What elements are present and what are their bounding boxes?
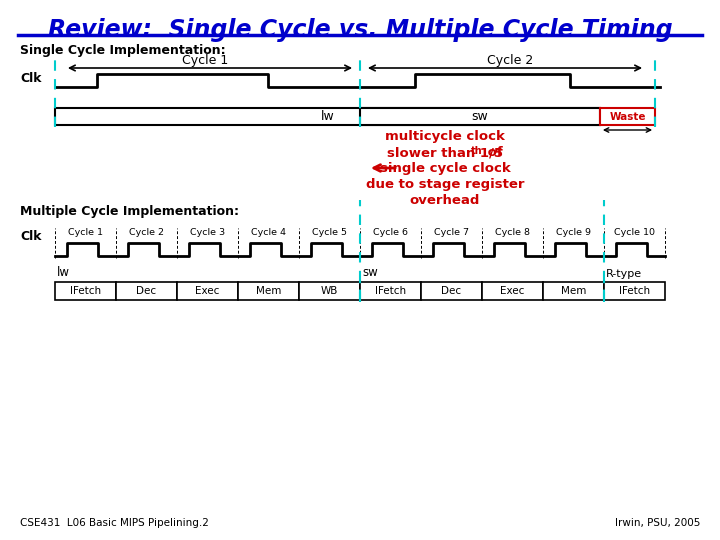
Text: slower than 1/5: slower than 1/5	[387, 146, 503, 159]
Text: Cycle 2: Cycle 2	[487, 54, 533, 67]
Text: Cycle 6: Cycle 6	[373, 228, 408, 237]
Text: due to stage register: due to stage register	[366, 178, 524, 191]
Text: Exec: Exec	[500, 286, 525, 296]
Text: single cycle clock: single cycle clock	[379, 162, 510, 175]
Text: IFetch: IFetch	[70, 286, 101, 296]
Bar	[543, 282, 604, 300]
Text: Dec: Dec	[136, 286, 156, 296]
Text: Review:  Single Cycle vs. Multiple Cycle Timing: Review: Single Cycle vs. Multiple Cycle …	[48, 18, 672, 42]
Text: Single Cycle Implementation:: Single Cycle Implementation:	[20, 44, 225, 57]
Bar	[238, 282, 299, 300]
Bar	[604, 282, 665, 300]
Text: Clk: Clk	[20, 230, 42, 243]
Bar	[600, 108, 655, 125]
Text: lw: lw	[57, 266, 70, 279]
Text: IFetch: IFetch	[619, 286, 650, 296]
Text: sw: sw	[362, 266, 378, 279]
Bar	[421, 282, 482, 300]
Text: Cycle 8: Cycle 8	[495, 228, 530, 237]
Bar	[55, 108, 600, 125]
Text: Cycle 3: Cycle 3	[190, 228, 225, 237]
Text: WB: WB	[321, 286, 338, 296]
Text: Dec: Dec	[441, 286, 462, 296]
Text: Cycle 1: Cycle 1	[68, 228, 103, 237]
Text: Irwin, PSU, 2005: Irwin, PSU, 2005	[615, 518, 700, 528]
Text: Cycle 5: Cycle 5	[312, 228, 347, 237]
Text: sw: sw	[472, 110, 488, 123]
Text: th: th	[471, 146, 482, 156]
Text: of: of	[483, 146, 503, 159]
Text: lw: lw	[320, 110, 334, 123]
Text: Cycle 2: Cycle 2	[129, 228, 164, 237]
Text: Multiple Cycle Implementation:: Multiple Cycle Implementation:	[20, 205, 239, 218]
Text: Mem: Mem	[256, 286, 282, 296]
Text: Cycle 1: Cycle 1	[182, 54, 228, 67]
Bar	[360, 108, 600, 125]
Text: CSE431  L06 Basic MIPS Pipelining.2: CSE431 L06 Basic MIPS Pipelining.2	[20, 518, 209, 528]
Text: Cycle 10: Cycle 10	[614, 228, 655, 237]
Text: overhead: overhead	[410, 194, 480, 207]
Text: Mem: Mem	[561, 286, 586, 296]
Bar	[482, 282, 543, 300]
Text: Cycle 7: Cycle 7	[434, 228, 469, 237]
Bar	[299, 282, 360, 300]
Bar	[55, 282, 116, 300]
Text: multicycle clock: multicycle clock	[385, 130, 505, 143]
Text: R-type: R-type	[606, 269, 642, 279]
Text: Exec: Exec	[195, 286, 220, 296]
Text: Clk: Clk	[20, 72, 42, 85]
Bar	[177, 282, 238, 300]
Text: Cycle 4: Cycle 4	[251, 228, 286, 237]
Bar	[360, 282, 421, 300]
Text: Waste: Waste	[609, 111, 646, 122]
Bar	[116, 282, 177, 300]
Text: IFetch: IFetch	[375, 286, 406, 296]
Text: Cycle 9: Cycle 9	[556, 228, 591, 237]
